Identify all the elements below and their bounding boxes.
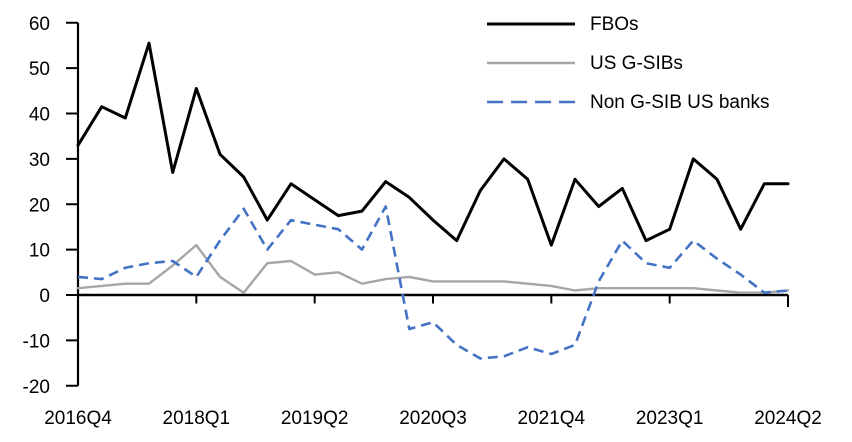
legend-item-fbos: FBOs <box>487 11 770 37</box>
x-tick-label: 2016Q4 <box>44 408 112 429</box>
non-g-sib-us-banks-line-swatch <box>487 100 575 104</box>
x-tick-label: 2024Q2 <box>754 408 822 429</box>
x-tick-label: 2021Q4 <box>518 408 586 429</box>
series-non-g-sib-us-banks <box>77 205 789 360</box>
legend-label-fbos: FBOs <box>590 13 639 35</box>
series-fbos <box>76 41 790 247</box>
x-tick-label: 2023Q1 <box>636 408 704 429</box>
y-tick-label: 50 <box>29 59 50 80</box>
y-tick-label: -10 <box>23 331 50 352</box>
us-g-sibs-line-swatch <box>487 61 575 65</box>
x-axis: 2016Q4 2018Q1 2019Q2 2020Q3 2021Q4 2023Q1 2024… <box>44 293 822 429</box>
y-tick-label: 30 <box>29 150 50 171</box>
y-axis: 60 50 40 30 20 10 0 -10 -20 <box>23 14 80 398</box>
fbos-line-swatch <box>487 22 575 26</box>
legend-label-non-g-sib-us-banks: Non G-SIB US banks <box>590 91 770 113</box>
x-tick-label: 2019Q2 <box>281 408 349 429</box>
legend-item-non-g-sib-us-banks: Non G-SIB US banks <box>487 89 770 115</box>
legend-item-us-g-sibs: US G-SIBs <box>487 50 770 76</box>
legend: FBOs US G-SIBs Non G-SIB US banks <box>487 11 770 115</box>
x-tick-label: 2018Q1 <box>163 408 231 429</box>
y-tick-label: 20 <box>29 195 50 216</box>
series-us-g-sibs <box>76 243 790 294</box>
y-tick-label: 60 <box>29 14 50 35</box>
y-tick-label: 40 <box>29 105 50 126</box>
x-tick-label: 2020Q3 <box>399 408 467 429</box>
y-tick-label: -20 <box>23 377 50 398</box>
legend-label-us-g-sibs: US G-SIBs <box>590 52 683 74</box>
y-tick-label: 10 <box>29 241 50 262</box>
y-tick-label: 0 <box>39 286 50 307</box>
